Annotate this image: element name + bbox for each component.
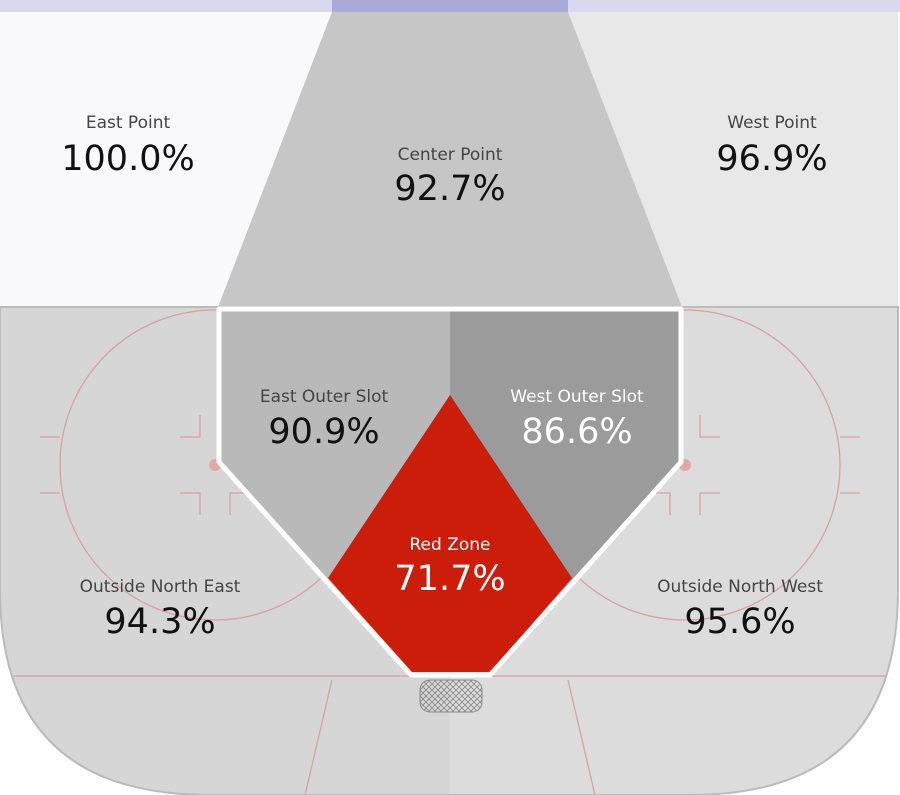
zone-name: East Point bbox=[86, 113, 171, 133]
zone-label-group: Outside North West 95.6% bbox=[657, 577, 823, 642]
rink-line bbox=[304, 679, 333, 795]
zone-name: Outside North East bbox=[80, 577, 241, 597]
zone-name: West Outer Slot bbox=[510, 387, 644, 407]
zone-value: 71.7% bbox=[394, 559, 505, 599]
rink-border bbox=[0, 306, 899, 795]
zone-label-group: Red Zone 71.7% bbox=[394, 535, 505, 599]
zone-labels: East Point 100.0% Center Point 92.7% West Po… bbox=[61, 113, 827, 642]
top-band-center bbox=[332, 0, 568, 12]
zone-value: 96.9% bbox=[716, 139, 827, 179]
zone-value: 90.9% bbox=[268, 412, 379, 452]
zone-value: 95.6% bbox=[684, 602, 795, 642]
zone-label-group: Outside North East 94.3% bbox=[80, 577, 241, 642]
zone-name: Outside North West bbox=[657, 577, 823, 597]
zone-label-group: Center Point 92.7% bbox=[394, 145, 505, 209]
zone-value: 94.3% bbox=[104, 602, 215, 642]
zone-value: 92.7% bbox=[394, 169, 505, 209]
center-point-zone bbox=[218, 12, 682, 307]
zone-label-group: West Point 96.9% bbox=[716, 113, 827, 179]
net bbox=[419, 679, 483, 713]
red-zone bbox=[328, 395, 572, 672]
slot-outline bbox=[216, 306, 684, 678]
zone-value: 100.0% bbox=[61, 139, 194, 179]
zone-name: West Point bbox=[727, 113, 817, 133]
zone-label-group: East Outer Slot 90.9% bbox=[260, 387, 389, 452]
zone-name: Center Point bbox=[398, 145, 503, 165]
zone-name: Red Zone bbox=[410, 535, 491, 555]
zone-value: 86.6% bbox=[521, 412, 632, 452]
zone-name: East Outer Slot bbox=[260, 387, 389, 407]
zone-label-group: East Point 100.0% bbox=[61, 113, 194, 179]
zone-label-group: West Outer Slot 86.6% bbox=[510, 387, 644, 452]
rink-line bbox=[567, 679, 596, 795]
